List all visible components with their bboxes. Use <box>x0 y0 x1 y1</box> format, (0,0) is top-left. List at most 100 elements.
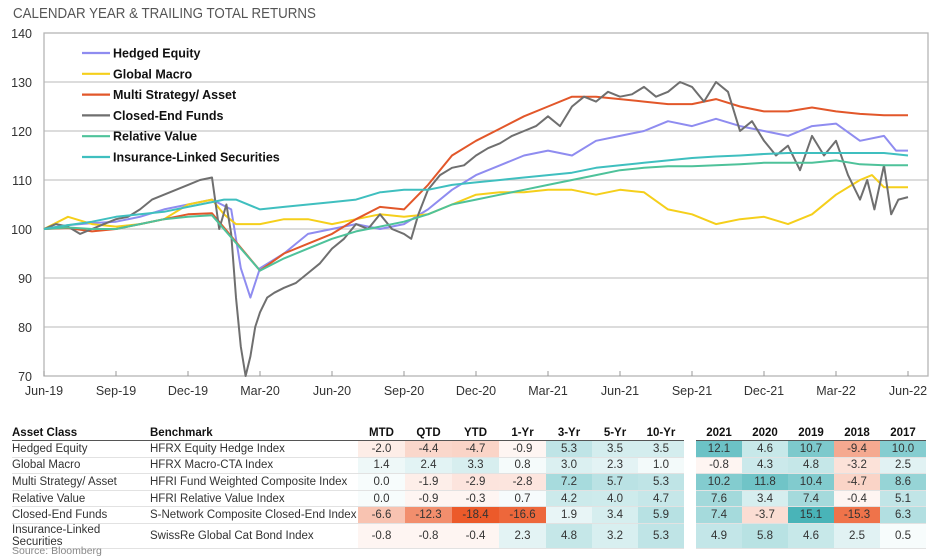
series-line-insurance-linked-securities <box>43 152 909 230</box>
calendar-return-cell: -0.8 <box>696 457 742 475</box>
asset-class-cell: Multi Strategy/ Asset <box>12 473 150 491</box>
calendar-return-cell: 6.3 <box>880 506 926 524</box>
calendar-return-cell: -15.3 <box>834 506 880 524</box>
return-cell: 4.0 <box>592 490 638 508</box>
legend-label: Relative Value <box>113 130 197 144</box>
plot-frame <box>43 32 929 377</box>
y-tick-label: 80 <box>18 321 32 335</box>
column-gap <box>684 474 696 491</box>
return-cell: -0.9 <box>405 490 452 508</box>
y-tick-label: 90 <box>18 272 32 286</box>
return-cell: 3.2 <box>592 523 638 549</box>
return-cell: 0.7 <box>499 490 546 508</box>
return-cell: -12.3 <box>405 506 452 524</box>
legend-label: Multi Strategy/ Asset <box>113 88 237 102</box>
x-tick-label: Jun-21 <box>601 384 639 398</box>
calendar-return-cell: -4.7 <box>834 473 880 491</box>
return-cell: 5.3 <box>638 473 684 491</box>
return-cell: 1.0 <box>638 457 684 475</box>
return-cell: -2.8 <box>499 473 546 491</box>
column-gap <box>684 507 696 524</box>
calendar-return-cell: 7.4 <box>788 490 834 508</box>
x-tick-label: Mar-22 <box>816 384 856 398</box>
asset-class-cell: Closed-End Funds <box>12 506 150 524</box>
y-tick-label: 120 <box>11 125 32 139</box>
header-2020: 2020 <box>742 426 788 441</box>
header-5yr: 5-Yr <box>592 426 638 441</box>
return-cell: 3.5 <box>638 440 684 458</box>
return-cell: 3.4 <box>592 506 638 524</box>
y-tick-label: 130 <box>11 76 32 90</box>
return-cell: 1.9 <box>546 506 592 524</box>
header-2021: 2021 <box>696 426 742 441</box>
return-cell: 2.3 <box>592 457 638 475</box>
x-tick-label: Mar-20 <box>240 384 280 398</box>
calendar-return-cell: 7.4 <box>696 506 742 524</box>
y-tick-label: 70 <box>18 370 32 384</box>
return-cell: -0.8 <box>405 523 452 549</box>
x-tick-label: Sep-20 <box>384 384 424 398</box>
return-cell: -0.3 <box>452 490 499 508</box>
return-cell: -16.6 <box>499 506 546 524</box>
column-gap <box>684 523 696 548</box>
header-3yr: 3-Yr <box>546 426 592 441</box>
return-cell: -6.6 <box>358 506 405 524</box>
x-tick-label: Jun-19 <box>25 384 63 398</box>
series-line-multi-strategy-asset <box>43 95 908 272</box>
asset-class-cell: Hedged Equity <box>12 440 150 458</box>
header-2017: 2017 <box>880 426 926 441</box>
return-cell: -4.7 <box>452 440 499 458</box>
calendar-return-cell: 15.1 <box>788 506 834 524</box>
x-tick-label: Dec-20 <box>456 384 496 398</box>
table-header-row: Asset Class Benchmark MTD QTD YTD 1-Yr 3… <box>12 426 926 441</box>
column-gap <box>684 441 696 458</box>
calendar-return-cell: 0.5 <box>880 523 926 549</box>
benchmark-cell: HFRX Macro-CTA Index <box>150 457 358 475</box>
return-cell: 0.0 <box>358 490 405 508</box>
return-cell: 3.3 <box>452 457 499 475</box>
return-cell: 2.3 <box>499 523 546 549</box>
calendar-return-cell: 5.1 <box>880 490 926 508</box>
calendar-return-cell: -3.7 <box>742 506 788 524</box>
column-gap <box>684 426 696 441</box>
return-cell: -4.4 <box>405 440 452 458</box>
header-2019: 2019 <box>788 426 834 441</box>
x-tick-label: Mar-21 <box>528 384 568 398</box>
series-line-global-macro <box>43 174 908 230</box>
header-10yr: 10-Yr <box>638 426 684 441</box>
table-row: Relative Value HFRI Relative Value Index 0… <box>12 490 926 508</box>
return-cell: 4.8 <box>546 523 592 549</box>
calendar-return-cell: 12.1 <box>696 440 742 458</box>
x-tick-label: Jun-20 <box>313 384 351 398</box>
series-line-hedged-equity <box>43 117 908 299</box>
x-tick-label: Sep-19 <box>96 384 136 398</box>
series-lines <box>43 81 929 380</box>
chart-title: CALENDAR YEAR & TRAILING TOTAL RETURNS <box>13 6 316 22</box>
calendar-return-cell: 4.6 <box>788 523 834 549</box>
series-line-relative-value <box>43 159 908 272</box>
calendar-return-cell: -3.2 <box>834 457 880 475</box>
benchmark-cell: SwissRe Global Cat Bond Index <box>150 523 358 549</box>
table-row: Hedged Equity HFRX Equity Hedge Index -2.0… <box>12 440 926 458</box>
asset-class-cell: Global Macro <box>12 457 150 475</box>
return-cell: 5.3 <box>546 440 592 458</box>
header-asset-class: Asset Class <box>12 426 150 441</box>
header-2018: 2018 <box>834 426 880 441</box>
y-tick-label: 110 <box>12 174 32 188</box>
legend-label: Closed-End Funds <box>113 109 223 123</box>
calendar-return-cell: 2.5 <box>880 457 926 475</box>
header-benchmark: Benchmark <box>150 426 358 441</box>
calendar-return-cell: 4.6 <box>742 440 788 458</box>
return-cell: 4.7 <box>638 490 684 508</box>
return-cell: -2.0 <box>358 440 405 458</box>
x-axis: Jun-19 Sep-19 Dec-19 Mar-20 Jun-20 Sep-20 Dec-… <box>25 371 927 398</box>
benchmark-cell: HFRI Fund Weighted Composite Index <box>150 473 358 491</box>
asset-class-cell: Relative Value <box>12 490 150 508</box>
returns-table: Asset Class Benchmark MTD QTD YTD 1-Yr 3… <box>12 426 926 549</box>
line-chart: 70 80 90 100 110 120 130 140 Jun-19 Sep-19 Dec-19… <box>11 27 929 398</box>
y-tick-label: 140 <box>11 27 32 41</box>
calendar-return-cell: -9.4 <box>834 440 880 458</box>
calendar-return-cell: 5.8 <box>742 523 788 549</box>
column-gap <box>684 457 696 474</box>
header-ytd: YTD <box>452 426 499 441</box>
